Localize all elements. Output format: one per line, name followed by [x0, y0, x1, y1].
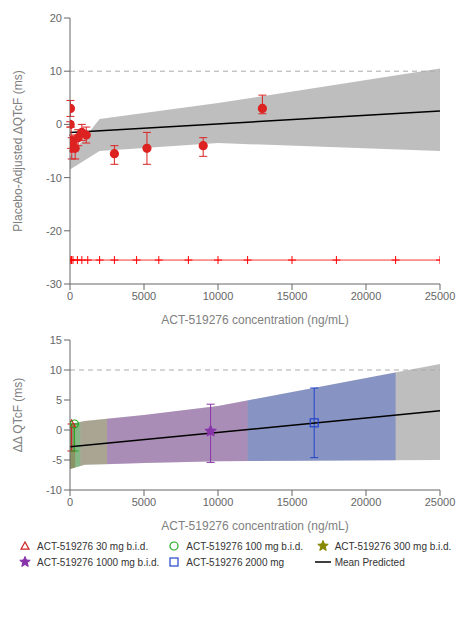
svg-text:25000: 25000 [425, 496, 456, 508]
svg-text:-20: -20 [46, 225, 62, 237]
html-text:ACT-519276 30 mg b.i.d.: ACT-519276 30 mg b.i.d. [37, 540, 149, 552]
html-text:ACT-519276 2000 mg: ACT-519276 2000 mg [186, 556, 285, 568]
svg-text:15000: 15000 [277, 290, 308, 302]
svg-text:-5: -5 [52, 454, 62, 466]
svg-text:20000: 20000 [351, 496, 382, 508]
svg-text:5: 5 [56, 394, 62, 406]
svg-text:10: 10 [50, 364, 62, 376]
svg-text:-30: -30 [46, 278, 62, 290]
svg-text:5000: 5000 [132, 496, 156, 508]
svg-text:0: 0 [56, 424, 62, 436]
svg-text:0: 0 [56, 118, 62, 130]
svg-text:10000: 10000 [203, 290, 234, 302]
svg-text:15000: 15000 [277, 496, 308, 508]
svg-text:ACT-519276 concentration (ng/m: ACT-519276 concentration (ng/mL) [161, 313, 348, 327]
svg-text:10000: 10000 [203, 496, 234, 508]
svg-text:0: 0 [67, 290, 73, 302]
html-text:ACT-519276 100 mg b.i.d.: ACT-519276 100 mg b.i.d. [186, 540, 304, 552]
svg-text:Placebo-Adjusted ΔQTcF (ms): Placebo-Adjusted ΔQTcF (ms) [11, 70, 25, 231]
html-text:Mean Predicted: Mean Predicted [334, 556, 405, 568]
svg-text:ΔΔ QTcF (ms): ΔΔ QTcF (ms) [11, 378, 25, 453]
svg-text:-10: -10 [46, 172, 62, 184]
svg-text:ACT-519276 concentration (ng/m: ACT-519276 concentration (ng/mL) [161, 519, 348, 533]
svg-text:5000: 5000 [132, 290, 156, 302]
html-text:ACT-519276 1000 mg b.i.d.: ACT-519276 1000 mg b.i.d. [37, 556, 160, 568]
svg-text:20000: 20000 [351, 290, 382, 302]
svg-text:25000: 25000 [425, 290, 456, 302]
svg-text:0: 0 [67, 496, 73, 508]
svg-text:10: 10 [50, 65, 62, 77]
svg-text:-10: -10 [46, 484, 62, 496]
html-text:ACT-519276 300 mg b.i.d.: ACT-519276 300 mg b.i.d. [334, 540, 452, 552]
svg-text:15: 15 [50, 334, 62, 346]
svg-text:20: 20 [50, 12, 62, 24]
